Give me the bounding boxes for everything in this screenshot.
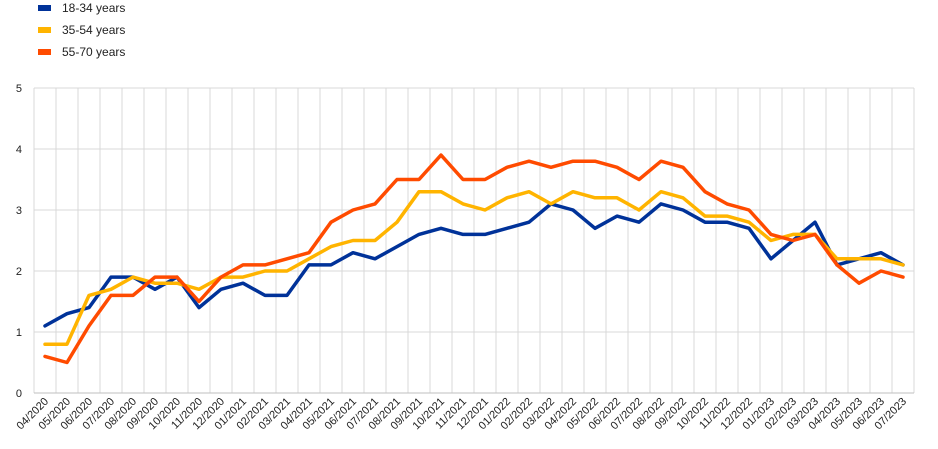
y-tick-label: 5 xyxy=(16,83,22,95)
y-tick-label: 4 xyxy=(16,144,22,156)
legend-label: 55-70 years xyxy=(62,45,125,59)
series-line-3 xyxy=(43,153,905,365)
legend-label: 18-34 years xyxy=(62,1,125,15)
legend-swatch xyxy=(38,49,51,55)
grid-lines xyxy=(33,87,915,393)
legend-swatch xyxy=(38,27,51,33)
y-axis-tick-labels: 0 1 2 3 4 5 xyxy=(16,83,22,400)
x-axis-tick-labels: 04/202005/202006/202007/202008/202009/20… xyxy=(15,396,910,433)
y-tick-label: 2 xyxy=(16,266,22,278)
y-tick-label: 0 xyxy=(16,388,22,400)
series-line-2 xyxy=(43,189,905,346)
series-line-1 xyxy=(43,202,905,328)
y-tick-label: 3 xyxy=(16,205,22,217)
legend: 18-34 years 35-54 years 55-70 years xyxy=(38,1,125,59)
legend-label: 35-54 years xyxy=(62,23,125,37)
series-lines xyxy=(43,153,905,365)
y-tick-label: 1 xyxy=(16,327,22,339)
legend-swatch xyxy=(38,5,51,11)
